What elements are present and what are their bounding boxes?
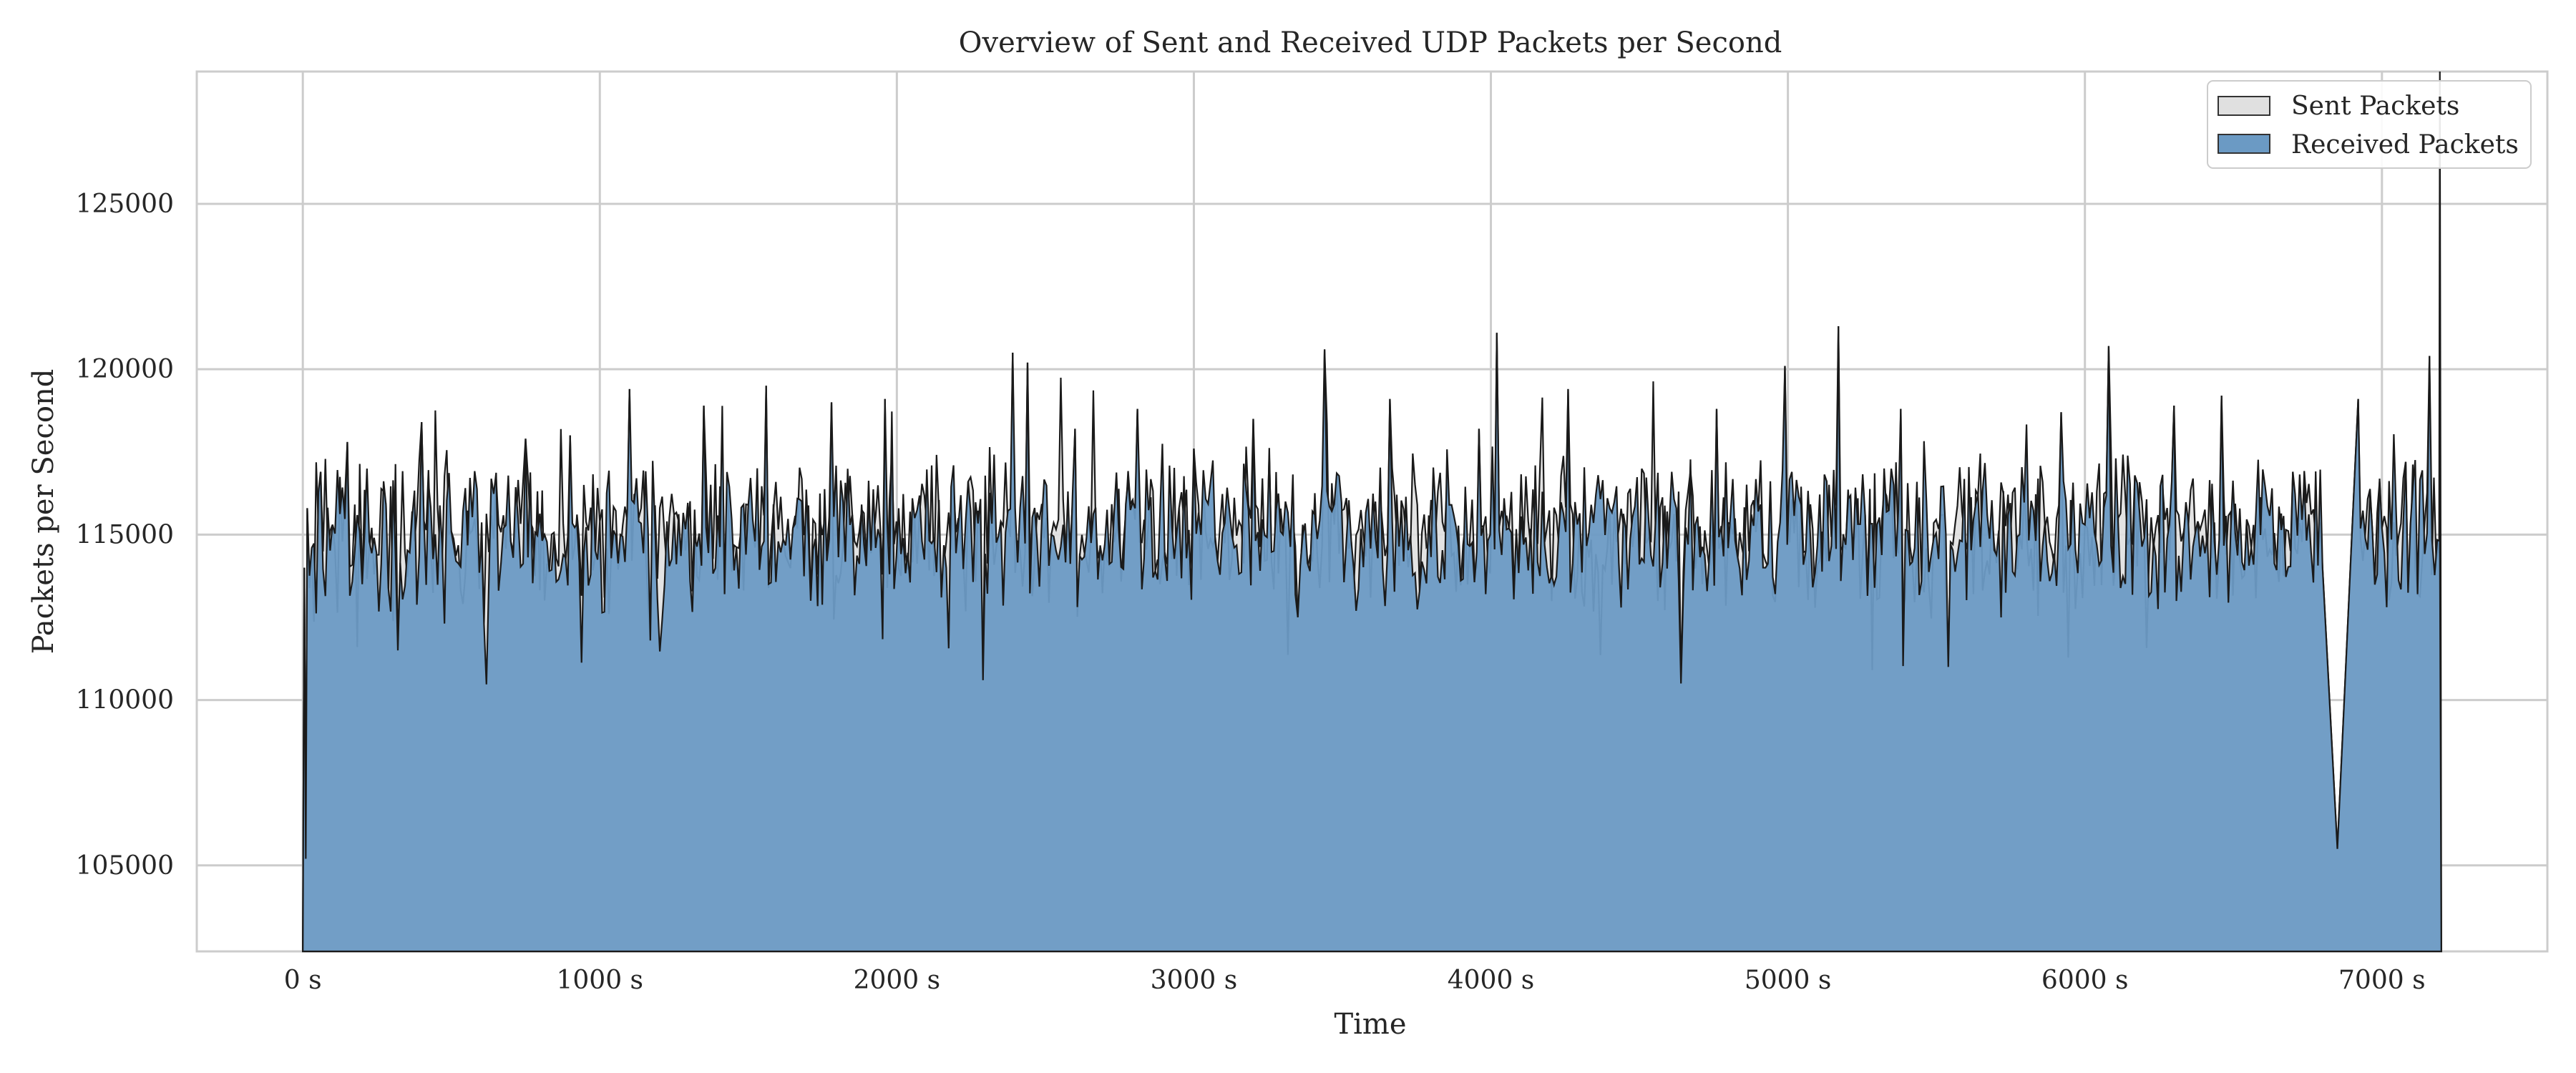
legend-swatch-received-packets — [2218, 134, 2270, 154]
x-tick-label: 5000 s — [1745, 966, 1832, 995]
x-tick-label: 6000 s — [2041, 966, 2129, 995]
y-tick-label: 120000 — [76, 355, 174, 384]
legend: Sent Packets Received Packets — [2207, 80, 2532, 169]
legend-label-received-packets: Received Packets — [2291, 130, 2519, 160]
y-tick-label: 110000 — [76, 686, 174, 715]
x-tick-label: 0 s — [284, 966, 322, 995]
y-axis-title: Packets per Second — [27, 369, 60, 655]
series-layer — [302, 71, 2442, 953]
x-tick-label: 3000 s — [1151, 966, 1238, 995]
y-tick-label: 125000 — [76, 190, 174, 219]
axis-layer: 105000 110000 115000 120000 125000 0 s 1000 s 2… — [76, 190, 2426, 995]
y-tick-label: 115000 — [76, 520, 174, 549]
x-tick-label: 2000 s — [854, 966, 941, 995]
x-tick-label: 4000 s — [1448, 966, 1535, 995]
legend-swatch-sent-packets — [2218, 96, 2270, 116]
chart-title: Overview of Sent and Received UDP Packet… — [959, 26, 1782, 59]
legend-label-sent-packets: Sent Packets — [2291, 92, 2459, 121]
x-tick-label: 7000 s — [2338, 966, 2426, 995]
x-tick-label: 1000 s — [556, 966, 643, 995]
y-tick-label: 105000 — [76, 851, 174, 881]
x-axis-title: Time — [1334, 1008, 1406, 1041]
series-area-received-packets — [302, 326, 2442, 953]
legend-box — [2207, 80, 2532, 169]
